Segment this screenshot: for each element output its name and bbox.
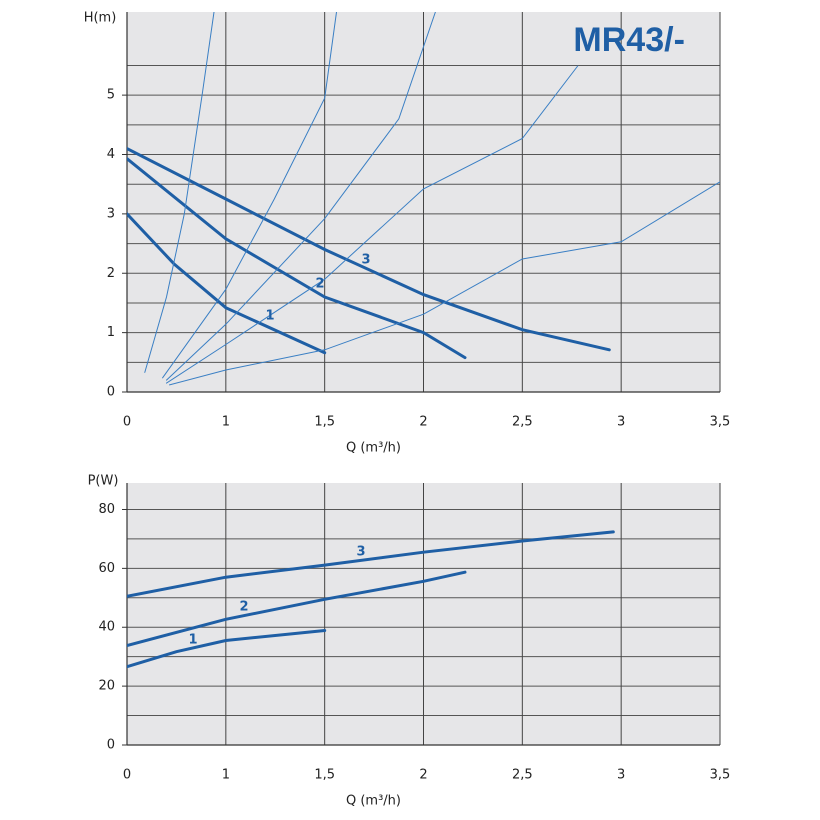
- x-axis-label: Q (m³/h): [346, 441, 401, 456]
- x-tick-label: 2,5: [512, 415, 533, 430]
- x-tick-label: 0: [123, 415, 131, 430]
- x-tick-label: 2,5: [512, 768, 533, 783]
- curve-label: 2: [315, 277, 324, 292]
- x-tick-label: 1,5: [314, 768, 335, 783]
- y-tick-label: 1: [107, 325, 115, 340]
- pump-curve: [127, 629, 327, 669]
- y-tick-label: 4: [107, 147, 115, 162]
- y-tick-label: 2: [107, 266, 115, 281]
- x-tick-label: 3: [617, 415, 625, 430]
- y-tick-label: 5: [107, 88, 115, 103]
- x-tick-label: 1,5: [314, 415, 335, 430]
- y-tick-label: 0: [107, 738, 115, 753]
- y-tick-label: 0: [107, 385, 115, 400]
- pump-curve: [127, 147, 611, 352]
- x-axis-label: Q (m³/h): [346, 794, 401, 809]
- system-curve: [162, 12, 337, 379]
- y-tick-label: 60: [98, 561, 115, 576]
- curves: [127, 530, 615, 669]
- curve-label: 3: [361, 253, 370, 268]
- pump-curve: [127, 570, 467, 647]
- curve-label: 2: [239, 600, 248, 615]
- x-tick-label: 3: [617, 768, 625, 783]
- x-tick-label: 3,5: [710, 415, 731, 430]
- system-curve: [144, 12, 215, 373]
- curve-label: 1: [265, 309, 274, 324]
- curve-label: 1: [188, 633, 197, 648]
- y-tick-label: 40: [98, 620, 115, 635]
- chart-title: MR43/-: [573, 21, 684, 59]
- pump-curve: [127, 157, 467, 360]
- y-tick-label: 20: [98, 679, 115, 694]
- x-tick-label: 2: [419, 768, 427, 783]
- x-tick-label: 2: [419, 415, 427, 430]
- curves: [127, 12, 720, 386]
- system-curve: [166, 65, 579, 384]
- y-axis-label: H(m): [84, 11, 117, 26]
- system-curve: [169, 181, 720, 386]
- y-axis-label: P(W): [88, 474, 119, 489]
- curve-label: 3: [356, 545, 365, 560]
- x-tick-label: 0: [123, 768, 131, 783]
- y-tick-label: 80: [98, 502, 115, 517]
- pump-curve: [127, 212, 327, 355]
- x-tick-label: 1: [222, 415, 230, 430]
- pump-curve: [127, 530, 615, 598]
- y-tick-label: 3: [107, 206, 115, 221]
- system-curve: [166, 12, 436, 381]
- x-tick-label: 3,5: [710, 768, 731, 783]
- x-tick-label: 1: [222, 768, 230, 783]
